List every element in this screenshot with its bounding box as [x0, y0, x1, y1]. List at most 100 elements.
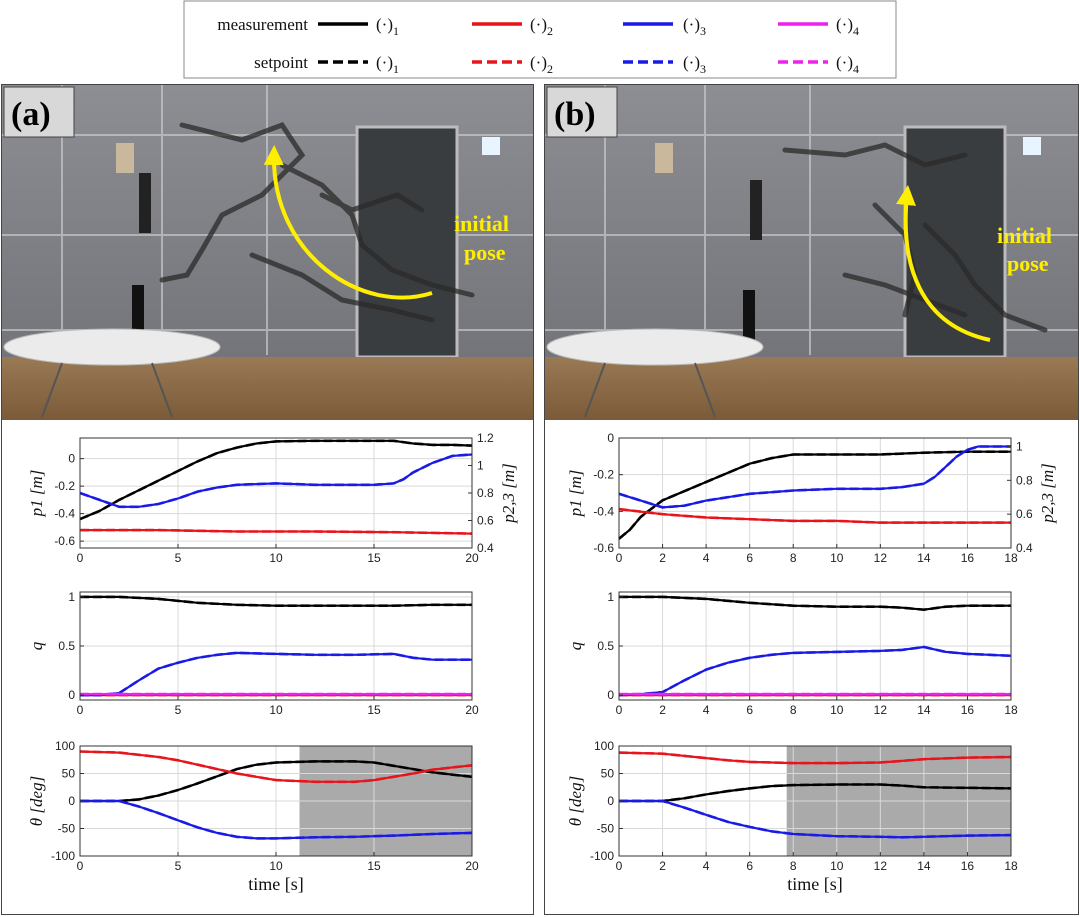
x-tick-label: 10: [830, 859, 844, 873]
y-tick-label: -0.4: [54, 507, 75, 521]
x-axis-label: time [s]: [787, 874, 843, 894]
x-tick-label: 4: [703, 551, 710, 565]
y-right-tick-label: 0.6: [477, 514, 494, 528]
x-tick-label: 0: [616, 859, 623, 873]
y-tick-label: -100: [51, 849, 75, 863]
series-measurement: [618, 445, 1011, 509]
panel-a: initial pose (a) 0 5 10 15 20 -0.6 -0.4 -0.2 0 0.…: [1, 84, 534, 915]
annotation-line-2: pose: [1007, 251, 1049, 276]
y-right-tick-label: 0.4: [477, 541, 494, 555]
y-tick-label: -0.2: [593, 468, 614, 482]
annotation-line-1: initial: [997, 223, 1052, 248]
x-tick-label: 10: [269, 859, 283, 873]
photo-a: initial pose (a): [2, 85, 533, 420]
chart-b-q: 0 2 4 6 8 10 12 14 16 18 0 0.5 1 q: [566, 590, 1018, 717]
x-tick-label: 6: [746, 703, 753, 717]
badge-box: [546, 86, 618, 138]
badge-box: [3, 86, 75, 138]
series-measurement: [80, 760, 473, 803]
y-tick-label: 0.5: [58, 639, 75, 653]
y-tick-label: 0.5: [597, 639, 614, 653]
y-axis-label: q: [566, 641, 585, 650]
y-axis-label: p1 [m]: [27, 470, 46, 518]
x-tick-label: 6: [746, 859, 753, 873]
x-tick-label: 5: [175, 859, 182, 873]
y-right-tick-label: 1: [477, 459, 484, 473]
x-tick-label: 10: [269, 551, 283, 565]
x-tick-label: 5: [175, 703, 182, 717]
table-top: [3, 328, 221, 366]
plots-b: 0 2 4 6 8 10 12 14 16 18-0.6-0.4-0.200.40.60.81p1…: [566, 431, 1057, 894]
series-measurement: [80, 595, 472, 607]
x-tick-label: 0: [616, 551, 623, 565]
y-right-axis-label: p2,3 [m]: [499, 463, 518, 524]
panel-badge: (b): [554, 96, 596, 133]
x-tick-label: 0: [77, 859, 84, 873]
x-tick-label: 4: [703, 859, 710, 873]
panel-badge: (a): [11, 96, 51, 133]
y-right-tick-label: 1.2: [477, 431, 494, 445]
x-tick-label: 12: [874, 703, 888, 717]
y-tick-label: 100: [594, 739, 614, 753]
y-tick-label: 50: [601, 767, 615, 781]
y-tick-label: 1: [607, 590, 614, 604]
x-tick-label: 2: [659, 859, 666, 873]
y-axis-label: θ [deg]: [27, 776, 46, 826]
x-tick-label: 10: [830, 551, 844, 565]
annotation-line-1: initial: [454, 211, 509, 236]
x-tick-label: 20: [465, 859, 479, 873]
y-tick-label: 0: [607, 688, 614, 702]
x-tick-label: 8: [790, 551, 797, 565]
x-tick-label: 14: [917, 703, 931, 717]
series-measurement: [618, 751, 1012, 765]
x-tick-label: 15: [367, 859, 381, 873]
x-axis-label: time [s]: [248, 874, 304, 894]
x-tick-label: 14: [917, 859, 931, 873]
y-tick-label: -0.2: [54, 479, 75, 493]
chart-b-theta: 0 2 4 6 8 10 12 14 16 18 -100 -50 0 50 100 θ [deg] time …: [566, 739, 1018, 894]
drone-trail: [159, 121, 475, 323]
x-tick-label: 6: [746, 551, 753, 565]
chart-a-theta: 0 5 10 15 20 -100 -50 0 50 100 θ [deg] time [s]: [27, 739, 479, 894]
x-tick-label: 15: [367, 551, 381, 565]
y-tick-label: 0: [68, 688, 75, 702]
plots-a: 0 5 10 15 20-0.6-0.4-0.200.40.60.811.2p1 [m]…: [27, 431, 518, 894]
x-tick-label: 8: [790, 859, 797, 873]
photo-b: initial pose (b): [545, 85, 1078, 420]
x-tick-label: 0: [616, 703, 623, 717]
trajectory-arrow: [896, 185, 991, 342]
y-tick-label: 0: [607, 431, 614, 445]
y-right-tick-label: 0.8: [1016, 473, 1033, 487]
x-tick-label: 8: [790, 703, 797, 717]
y-right-tick-label: 0.6: [1016, 507, 1033, 521]
y-tick-label: 100: [55, 739, 75, 753]
y-tick-label: -0.4: [593, 504, 614, 518]
trajectory-arrow: [263, 145, 433, 300]
y-tick-label: -50: [58, 822, 76, 836]
x-tick-label: 10: [269, 703, 283, 717]
x-tick-label: 16: [961, 703, 975, 717]
y-right-tick-label: 0.4: [1016, 541, 1033, 555]
plot-area: [619, 438, 1011, 548]
series-measurement: [619, 799, 1012, 839]
x-tick-label: 16: [961, 859, 975, 873]
x-tick-label: 20: [465, 703, 479, 717]
x-tick-label: 5: [175, 551, 182, 565]
x-tick-label: 18: [1004, 551, 1018, 565]
x-tick-label: 10: [830, 703, 844, 717]
y-right-tick-label: 0.8: [477, 486, 494, 500]
x-tick-label: 2: [659, 551, 666, 565]
series-measurement: [618, 645, 1012, 697]
x-tick-label: 0: [77, 703, 84, 717]
x-tick-label: 2: [659, 703, 666, 717]
y-tick-label: -0.6: [54, 534, 75, 548]
y-tick-label: 1: [68, 590, 75, 604]
series-measurement: [619, 595, 1011, 611]
y-axis-label: q: [27, 641, 46, 650]
y-right-axis-label: p2,3 [m]: [1038, 463, 1057, 524]
doorway: [355, 125, 459, 359]
y-tick-label: -0.6: [593, 541, 614, 555]
series-measurement: [619, 783, 1012, 803]
legend-row-label: setpoint: [254, 53, 308, 72]
